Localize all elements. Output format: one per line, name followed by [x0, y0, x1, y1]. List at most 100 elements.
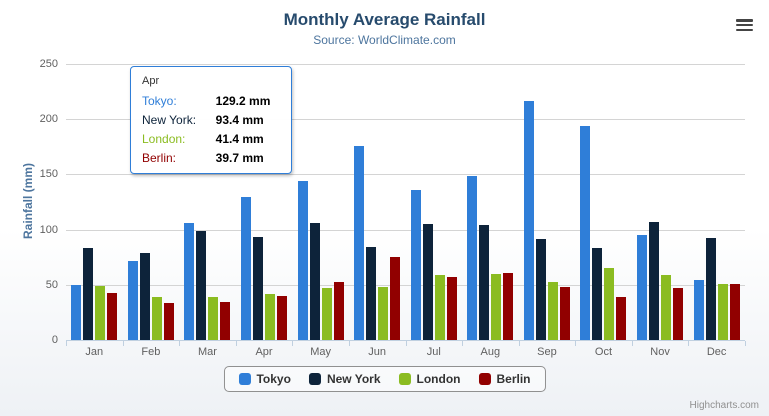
bar-berlin-aug[interactable]: [503, 273, 514, 340]
tooltip-series-name: New York:: [142, 113, 197, 127]
gridline: [66, 174, 745, 176]
bar-new-york-jan[interactable]: [83, 247, 94, 340]
x-axis-tick: [575, 341, 577, 346]
bar-berlin-jul[interactable]: [446, 276, 457, 340]
bar-london-jul[interactable]: [434, 274, 445, 340]
legend-label-berlin: Berlin: [496, 372, 531, 386]
legend-swatch-new-york: [308, 373, 321, 385]
gridline: [66, 229, 745, 231]
x-axis-tick: [405, 341, 407, 346]
legend-item-london[interactable]: London: [398, 372, 461, 386]
bar-london-oct[interactable]: [604, 268, 615, 340]
bar-berlin-apr[interactable]: [277, 296, 288, 340]
tooltip-series-value: 93.4 mm: [215, 113, 264, 127]
bar-tokyo-feb[interactable]: [127, 261, 138, 340]
y-axis-label: 150: [39, 168, 58, 181]
bar-london-may[interactable]: [321, 288, 332, 340]
x-axis-label-jun: Jun: [368, 346, 387, 358]
y-axis-label: 100: [39, 223, 58, 236]
bar-new-york-mar[interactable]: [196, 231, 207, 340]
category-group-apr: [236, 64, 293, 340]
legend-label-tokyo: Tokyo: [256, 372, 291, 386]
bar-new-york-nov[interactable]: [649, 222, 660, 340]
bar-new-york-jul[interactable]: [422, 224, 433, 340]
legend-swatch-berlin: [478, 373, 491, 385]
bar-berlin-feb[interactable]: [163, 303, 174, 340]
x-axis-label-sep: Sep: [537, 346, 557, 358]
x-axis-tick: [518, 341, 520, 346]
tooltip-series-name: Tokyo:: [142, 94, 177, 108]
bar-new-york-oct[interactable]: [592, 247, 603, 340]
bar-tokyo-jul[interactable]: [410, 190, 421, 340]
category-group-nov: [632, 64, 689, 340]
chart-subtitle: Source: WorldClimate.com: [313, 33, 456, 47]
category-group-jul: [405, 64, 462, 340]
bar-new-york-may[interactable]: [309, 223, 320, 340]
y-axis-label: 50: [45, 278, 58, 291]
legend-label-london: London: [416, 372, 461, 386]
x-axis-tick: [631, 341, 633, 346]
hamburger-line: [736, 23, 753, 27]
bar-london-nov[interactable]: [661, 274, 672, 340]
bar-tokyo-apr[interactable]: [241, 197, 252, 340]
bar-tokyo-mar[interactable]: [184, 222, 195, 340]
legend-item-new-york[interactable]: New York: [308, 372, 381, 386]
x-axis-tick: [292, 341, 294, 346]
plot-area: [66, 64, 745, 341]
bar-london-dec[interactable]: [717, 283, 728, 340]
bar-new-york-apr[interactable]: [253, 236, 264, 340]
gridline: [66, 119, 745, 121]
bar-tokyo-aug[interactable]: [467, 176, 478, 340]
bar-tokyo-jan[interactable]: [71, 284, 82, 340]
bar-london-feb[interactable]: [151, 297, 162, 340]
bar-tokyo-may[interactable]: [297, 181, 308, 340]
bar-london-sep[interactable]: [547, 282, 558, 340]
legend-item-berlin[interactable]: Berlin: [478, 372, 531, 386]
bar-berlin-jan[interactable]: [107, 293, 118, 340]
hamburger-menu-icon[interactable]: [736, 19, 753, 31]
hamburger-line: [736, 19, 753, 22]
bar-new-york-dec[interactable]: [705, 238, 716, 340]
category-group-may: [292, 64, 349, 340]
bar-tokyo-dec[interactable]: [693, 279, 704, 340]
bar-new-york-feb[interactable]: [139, 253, 150, 340]
x-axis-tick: [122, 341, 124, 346]
bar-new-york-jun[interactable]: [366, 246, 377, 340]
y-axis-title: Rainfall (mm): [21, 163, 35, 240]
bar-london-mar[interactable]: [208, 296, 219, 340]
credits-link[interactable]: Highcharts.com: [689, 400, 759, 411]
x-axis-label-apr: Apr: [255, 346, 273, 358]
tooltip-series-value: 129.2 mm: [215, 94, 271, 108]
bar-berlin-sep[interactable]: [559, 287, 570, 340]
bar-berlin-may[interactable]: [333, 281, 344, 340]
category-group-jun: [349, 64, 406, 340]
bar-tokyo-sep[interactable]: [523, 101, 534, 340]
gridline: [66, 64, 745, 65]
x-axis-labels: Jan Feb Mar Apr May Jun Jul Aug Sep Oct Nov Dec: [66, 346, 745, 358]
bar-tokyo-oct[interactable]: [580, 125, 591, 340]
category-group-aug: [462, 64, 519, 340]
x-axis-label-mar: Mar: [197, 346, 217, 358]
bar-berlin-dec[interactable]: [729, 283, 740, 340]
bar-berlin-nov[interactable]: [673, 288, 684, 340]
x-axis-label-may: May: [310, 346, 331, 358]
x-axis-tick: [66, 341, 67, 346]
bar-new-york-sep[interactable]: [535, 239, 546, 340]
bar-new-york-aug[interactable]: [479, 224, 490, 340]
tooltip-series-name: London:: [142, 132, 186, 146]
legend-swatch-tokyo: [238, 373, 251, 385]
bar-berlin-jun[interactable]: [390, 256, 401, 340]
x-axis-label-dec: Dec: [706, 346, 727, 358]
bar-london-aug[interactable]: [491, 274, 502, 340]
bar-berlin-oct[interactable]: [616, 296, 627, 340]
bar-london-jan[interactable]: [95, 286, 106, 340]
tooltip-series-value: 41.4 mm: [215, 132, 264, 146]
legend-item-tokyo[interactable]: Tokyo: [238, 372, 291, 386]
bar-london-jun[interactable]: [378, 286, 389, 340]
bar-tokyo-nov[interactable]: [637, 234, 648, 340]
bar-london-apr[interactable]: [265, 294, 276, 340]
gridline: [66, 284, 745, 286]
bar-berlin-mar[interactable]: [220, 301, 231, 340]
legend: Tokyo New York London Berlin: [223, 366, 546, 392]
bar-tokyo-jun[interactable]: [354, 145, 365, 340]
